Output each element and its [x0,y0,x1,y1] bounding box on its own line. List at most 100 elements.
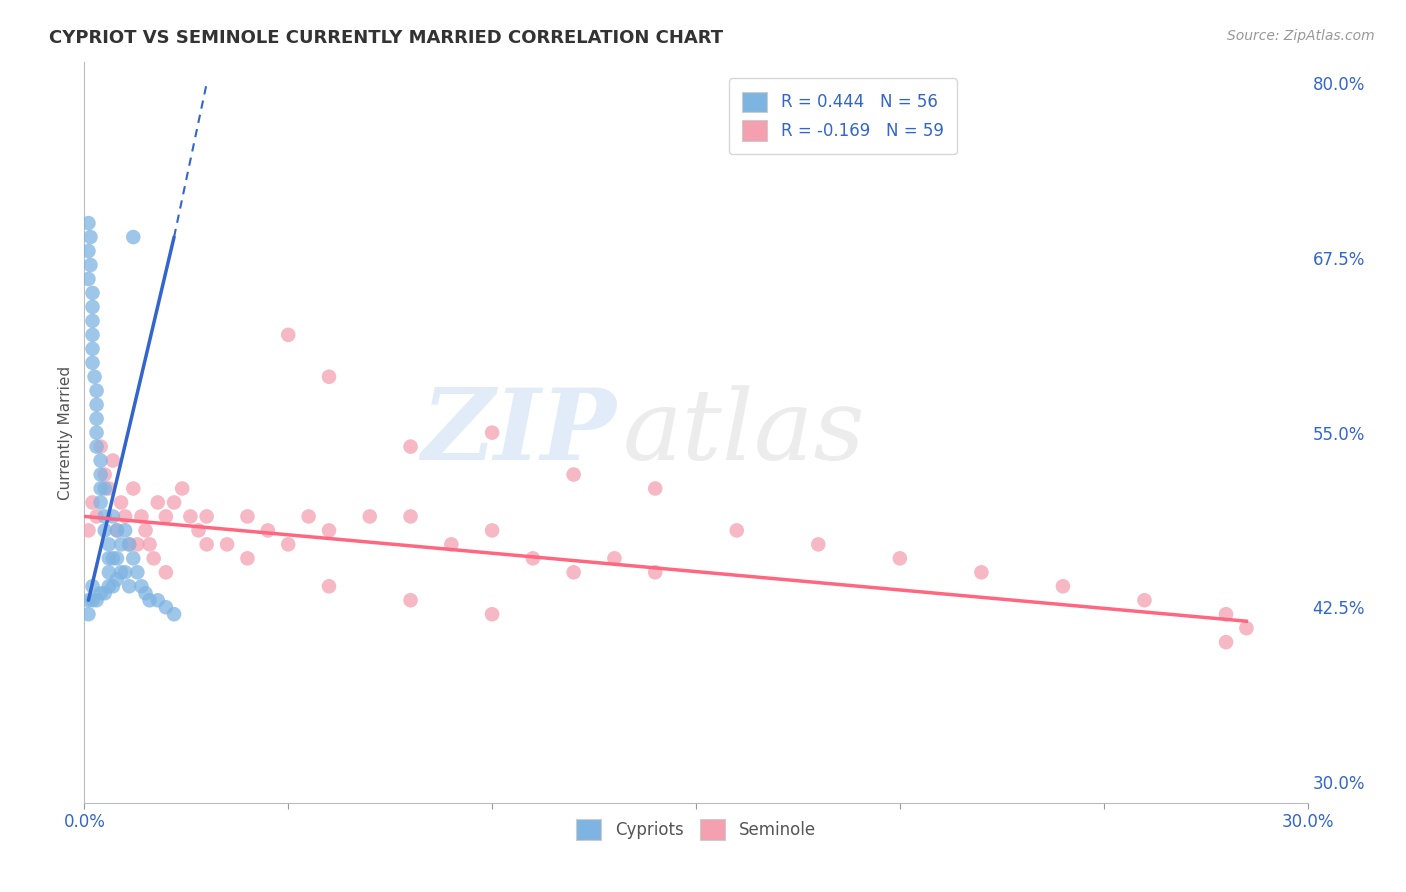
Point [644,482,666,496]
Point [318,524,340,538]
Point [257,524,280,538]
Point [970,566,993,580]
Point [155,566,177,580]
Point [889,551,911,566]
Point [146,495,169,509]
Point [644,566,666,580]
Point [77,524,100,538]
Point [481,607,503,622]
Point [195,537,218,551]
Text: CYPRIOT VS SEMINOLE CURRENTLY MARRIED CORRELATION CHART: CYPRIOT VS SEMINOLE CURRENTLY MARRIED CO… [49,29,723,46]
Point [77,216,100,230]
Point [481,425,503,440]
Point [97,482,120,496]
Point [82,314,104,328]
Point [90,467,112,482]
Point [131,579,153,593]
Point [1133,593,1156,607]
Text: ZIP: ZIP [422,384,616,481]
Point [82,327,104,342]
Point [481,524,503,538]
Point [399,593,422,607]
Point [93,467,115,482]
Point [97,551,120,566]
Point [110,537,132,551]
Point [86,411,108,425]
Text: atlas: atlas [623,385,865,480]
Point [79,230,101,244]
Point [90,453,112,467]
Point [163,607,186,622]
Point [118,579,141,593]
Point [82,300,104,314]
Point [86,440,108,454]
Point [93,524,115,538]
Point [86,509,108,524]
Point [277,327,299,342]
Point [79,258,101,272]
Point [277,537,299,551]
Point [440,537,463,551]
Point [82,285,104,300]
Point [90,440,112,454]
Point [725,524,748,538]
Point [187,524,209,538]
Point [101,453,124,467]
Point [77,244,100,258]
Point [155,509,177,524]
Point [101,509,124,524]
Point [138,593,160,607]
Point [82,342,104,356]
Point [122,482,145,496]
Point [172,482,194,496]
Point [110,566,132,580]
Point [105,524,128,538]
Point [93,509,115,524]
Point [127,566,149,580]
Text: Source: ZipAtlas.com: Source: ZipAtlas.com [1227,29,1375,43]
Point [86,384,108,398]
Point [1215,607,1237,622]
Point [562,566,585,580]
Point [146,593,169,607]
Point [142,551,165,566]
Point [101,551,124,566]
Point [399,440,422,454]
Point [163,495,186,509]
Point [101,579,124,593]
Point [122,230,145,244]
Point [118,537,141,551]
Point [1215,635,1237,649]
Point [236,509,259,524]
Point [114,524,136,538]
Point [318,369,340,384]
Point [155,600,177,615]
Point [82,495,104,509]
Point [399,509,422,524]
Point [522,551,544,566]
Point [97,579,120,593]
Point [86,593,108,607]
Point [93,586,115,600]
Point [359,509,381,524]
Point [77,272,100,286]
Point [114,509,136,524]
Point [318,579,340,593]
Point [86,425,108,440]
Point [82,593,104,607]
Y-axis label: Currently Married: Currently Married [58,366,73,500]
Point [217,537,239,551]
Point [298,509,321,524]
Point [105,572,128,586]
Point [131,509,153,524]
Point [118,537,141,551]
Point [135,586,157,600]
Point [83,369,105,384]
Point [82,356,104,370]
Point [90,586,112,600]
Point [195,509,218,524]
Point [603,551,626,566]
Point [807,537,830,551]
Point [97,537,120,551]
Point [77,593,100,607]
